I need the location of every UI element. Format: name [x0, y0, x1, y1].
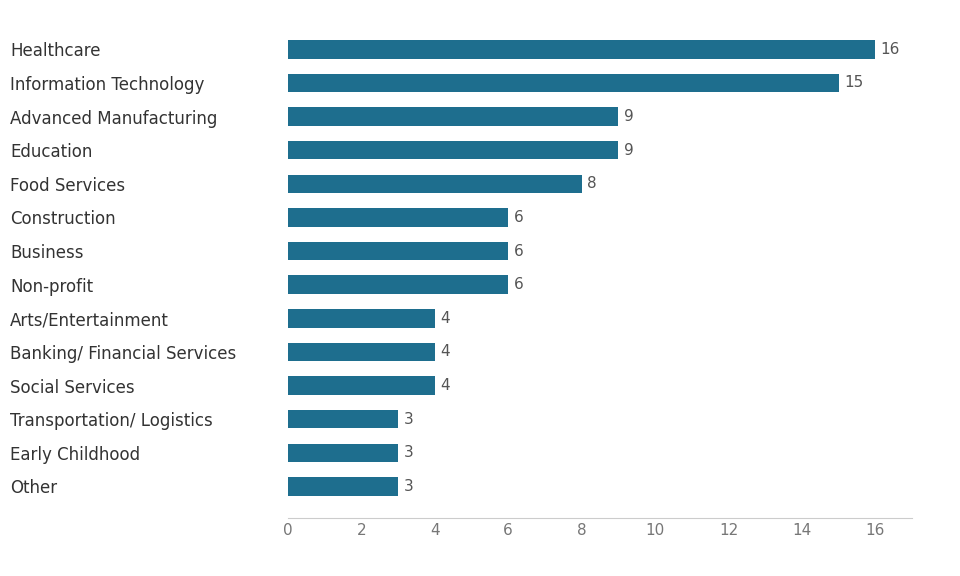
Text: 3: 3	[403, 479, 414, 494]
Bar	[288, 40, 876, 59]
Text: 8: 8	[588, 176, 597, 191]
Text: 4: 4	[441, 344, 450, 359]
Bar	[288, 376, 435, 395]
Text: 3: 3	[403, 412, 414, 427]
Text: 4: 4	[441, 378, 450, 393]
Bar	[288, 444, 398, 462]
Bar	[288, 275, 508, 294]
Text: 6: 6	[514, 277, 523, 292]
Bar	[288, 477, 398, 495]
Text: 15: 15	[844, 75, 863, 90]
Text: 6: 6	[514, 244, 523, 259]
Text: 4: 4	[441, 311, 450, 326]
Text: 6: 6	[514, 210, 523, 225]
Bar	[288, 107, 618, 126]
Bar	[288, 343, 435, 361]
Text: 9: 9	[624, 143, 634, 158]
Bar	[288, 141, 618, 160]
Bar	[288, 208, 508, 226]
Bar	[288, 175, 582, 193]
Bar	[288, 74, 839, 92]
Text: 9: 9	[624, 109, 634, 124]
Bar	[288, 410, 398, 429]
Bar	[288, 242, 508, 260]
Bar	[288, 309, 435, 328]
Text: 16: 16	[881, 42, 900, 57]
Text: 3: 3	[403, 445, 414, 460]
